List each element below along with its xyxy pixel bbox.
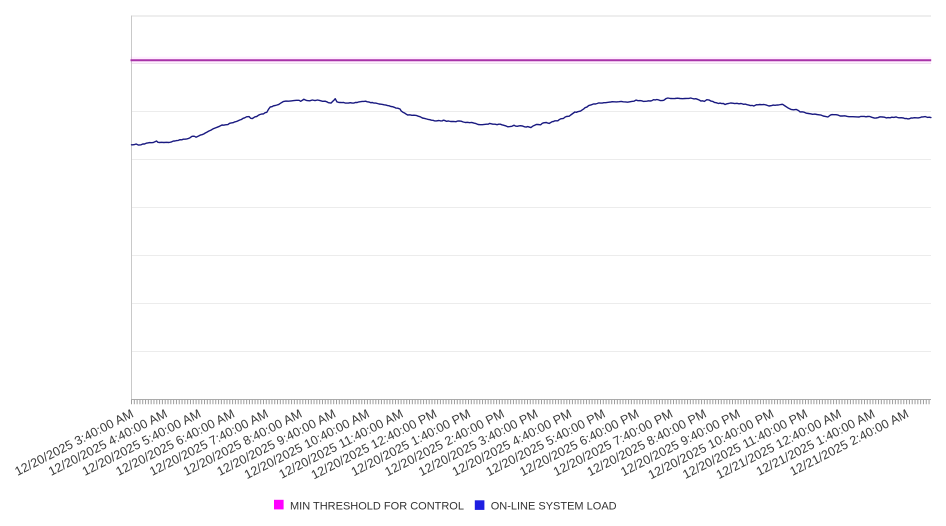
svg-text:ON-LINE SYSTEM LOAD: ON-LINE SYSTEM LOAD <box>491 501 617 513</box>
svg-text:MIN THRESHOLD FOR CONTROL: MIN THRESHOLD FOR CONTROL <box>290 501 464 513</box>
